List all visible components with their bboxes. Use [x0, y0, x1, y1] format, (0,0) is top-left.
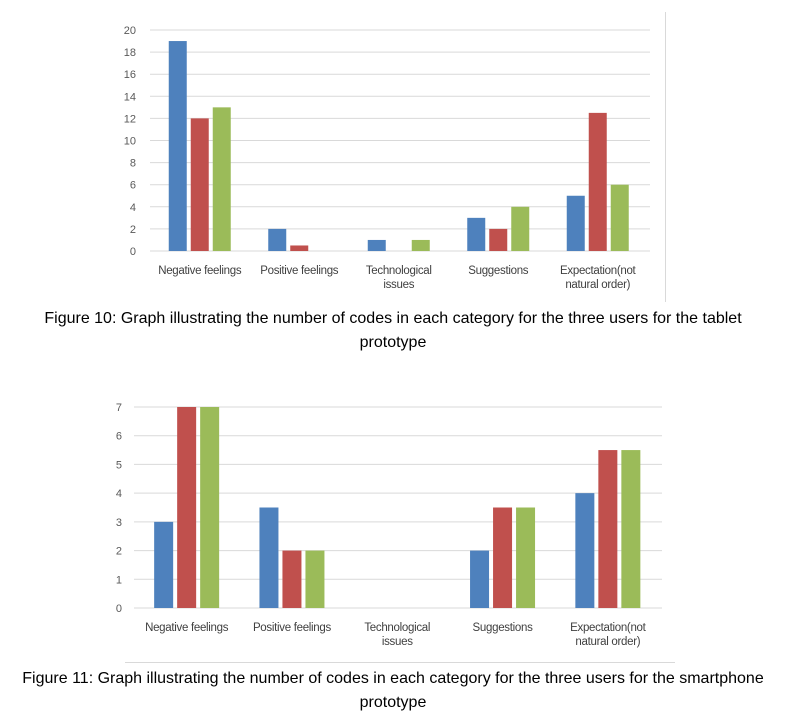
x-category-label: issues [383, 279, 414, 291]
y-tick-label: 10 [124, 136, 136, 148]
x-category-label: Positive feelings [260, 265, 339, 277]
bar [467, 217, 486, 251]
x-category-label: issues [382, 636, 413, 648]
bottom-border-line [125, 662, 675, 663]
figure-11-caption: Figure 11: Graph illustrating the number… [22, 670, 764, 711]
x-category-label: Negative feelings [158, 265, 242, 277]
bar [290, 245, 309, 251]
y-tick-label: 5 [116, 459, 122, 471]
bar [177, 407, 197, 608]
tablet-bar-chart: 0 2 4 6 8 10 12 14 16 18 20 Negative feelings Positi… [124, 25, 650, 291]
bar [516, 507, 536, 608]
bar [367, 239, 386, 251]
y-tick-label: 6 [130, 180, 136, 192]
bar [282, 550, 302, 608]
bar [212, 107, 231, 251]
right-border-line [665, 12, 666, 302]
bar [168, 41, 187, 251]
x-category-label: Expectation(not [560, 265, 637, 277]
y-tick-label: 14 [124, 91, 136, 103]
x-category-label: Suggestions [473, 622, 534, 634]
y-tick-label: 3 [116, 517, 122, 529]
x-category-label: Expectation(not [570, 622, 647, 634]
bar [621, 450, 641, 608]
bar [588, 112, 607, 251]
x-category-label: Positive feelings [253, 622, 332, 634]
bar [259, 507, 279, 608]
bar [411, 239, 430, 251]
y-tick-label: 20 [124, 25, 136, 37]
y-tick-label: 1 [116, 574, 122, 586]
figure-10-caption: Figure 10: Graph illustrating the number… [44, 310, 742, 351]
bar [470, 550, 490, 608]
bar [190, 118, 209, 252]
y-tick-label: 16 [124, 69, 136, 81]
smartphone-bar-chart: 0 1 2 3 4 5 6 7 Negative feelings Positive feelin… [116, 402, 662, 648]
y-tick-label: 0 [116, 603, 122, 615]
bar [489, 228, 508, 251]
bar [268, 228, 287, 251]
y-tick-label: 4 [116, 488, 122, 500]
y-tick-label: 2 [116, 546, 122, 558]
bar [154, 521, 174, 608]
bar [200, 407, 220, 608]
bar [610, 184, 629, 251]
y-tick-label: 2 [130, 224, 136, 236]
y-tick-label: 6 [116, 431, 122, 443]
bar [598, 450, 618, 608]
bar [511, 206, 530, 251]
x-category-label: Technological [364, 622, 430, 634]
y-tick-label: 12 [124, 113, 136, 125]
x-category-label: Negative feelings [145, 622, 229, 634]
x-category-label: natural order) [575, 636, 640, 648]
y-tick-label: 7 [116, 402, 122, 414]
x-category-label: Technological [366, 265, 432, 277]
x-category-label: Suggestions [468, 265, 529, 277]
y-tick-label: 4 [130, 202, 136, 214]
bar [305, 550, 325, 608]
x-category-label: natural order) [565, 279, 630, 291]
bar [566, 195, 585, 251]
y-tick-label: 0 [130, 246, 136, 258]
y-tick-label: 18 [124, 47, 136, 59]
y-tick-label: 8 [130, 158, 136, 170]
bar [575, 493, 595, 608]
bar [493, 507, 513, 608]
